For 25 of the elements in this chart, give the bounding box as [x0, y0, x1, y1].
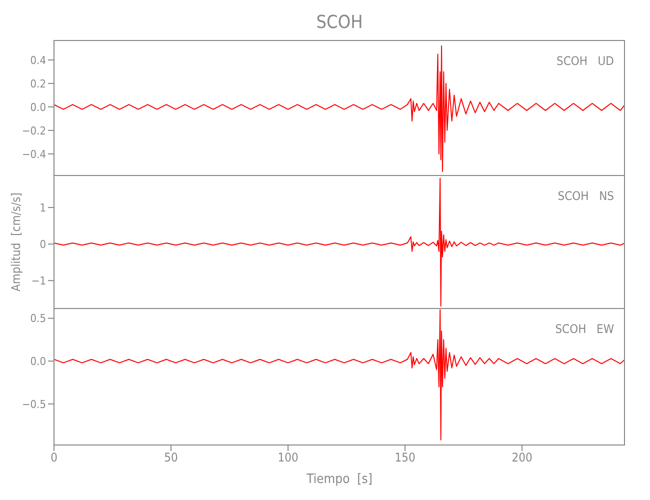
x-tick-label: 150	[394, 450, 416, 465]
line-series	[54, 178, 625, 307]
y-tick-label: 1	[40, 201, 46, 214]
line-series	[54, 45, 625, 172]
x-tick-label: 200	[512, 450, 532, 465]
y-tick-label: 0.4	[30, 54, 46, 67]
x-tick-label: 100	[278, 450, 298, 465]
line-series	[54, 309, 625, 440]
y-axis-title: Amplitud [cm/s/s]	[9, 192, 23, 291]
x-tick-label: 0	[50, 450, 58, 465]
annotation: SCOH EW	[555, 322, 614, 336]
y-tick-label: 0.5	[30, 312, 46, 326]
y-tick-label: −0.2	[22, 124, 46, 138]
x-axis-title: Tiempo [s]	[306, 472, 374, 487]
x-tick-label: 50	[164, 450, 178, 465]
chart-title: SCOH	[315, 11, 364, 35]
y-tick-label: −0.5	[22, 398, 46, 411]
annotation: SCOH UD	[556, 54, 614, 68]
y-tick-label: 0	[40, 238, 46, 251]
y-tick-label: −0.4	[22, 148, 46, 161]
y-tick-label: 0.2	[30, 77, 46, 90]
annotation: SCOH NS	[558, 189, 614, 203]
y-tick-label: −1	[31, 274, 46, 288]
y-tick-label: 0.0	[30, 100, 46, 114]
y-tick-label: 0.0	[30, 354, 46, 368]
